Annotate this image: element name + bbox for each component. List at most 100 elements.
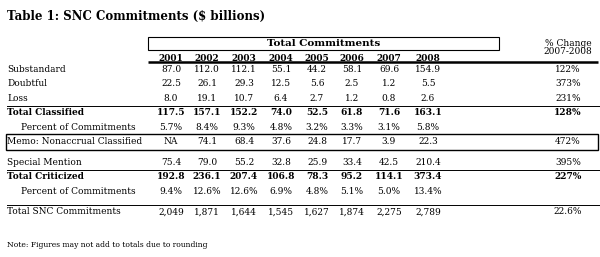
Text: 2005: 2005: [305, 54, 329, 63]
Text: 227%: 227%: [554, 172, 581, 181]
Text: 22.3: 22.3: [418, 137, 438, 146]
Text: 1,545: 1,545: [268, 207, 294, 216]
Text: 114.1: 114.1: [374, 172, 403, 181]
Text: 5.7%: 5.7%: [160, 123, 182, 132]
Text: 112.1: 112.1: [231, 65, 257, 74]
Text: 24.8: 24.8: [307, 137, 327, 146]
Text: 112.0: 112.0: [194, 65, 220, 74]
Text: 3.3%: 3.3%: [341, 123, 364, 132]
Text: 128%: 128%: [554, 108, 582, 117]
Text: 6.9%: 6.9%: [269, 187, 293, 196]
Text: 2,789: 2,789: [415, 207, 441, 216]
Text: 231%: 231%: [555, 94, 581, 103]
Text: 9.4%: 9.4%: [160, 187, 182, 196]
Text: 33.4: 33.4: [342, 158, 362, 167]
Text: 373%: 373%: [555, 79, 581, 88]
Text: 12.6%: 12.6%: [230, 187, 259, 196]
Text: 13.4%: 13.4%: [413, 187, 442, 196]
Text: 207.4: 207.4: [230, 172, 258, 181]
Text: 22.6%: 22.6%: [554, 207, 582, 216]
Text: 4.8%: 4.8%: [305, 187, 329, 196]
Text: 1.2: 1.2: [382, 79, 396, 88]
Text: 1,874: 1,874: [339, 207, 365, 216]
Text: 44.2: 44.2: [307, 65, 327, 74]
Text: 152.2: 152.2: [230, 108, 258, 117]
Text: 2007: 2007: [377, 54, 401, 63]
Text: 29.3: 29.3: [234, 79, 254, 88]
Text: Total Classified: Total Classified: [7, 108, 84, 117]
Text: 42.5: 42.5: [379, 158, 399, 167]
Text: 17.7: 17.7: [342, 137, 362, 146]
Text: 52.5: 52.5: [306, 108, 328, 117]
Text: 78.3: 78.3: [306, 172, 328, 181]
Text: 32.8: 32.8: [271, 158, 291, 167]
Text: 87.0: 87.0: [161, 65, 181, 74]
Text: % Change: % Change: [545, 39, 592, 48]
Text: 79.0: 79.0: [197, 158, 217, 167]
Text: Loss: Loss: [7, 94, 28, 103]
Text: Special Mention: Special Mention: [7, 158, 82, 167]
Text: 25.9: 25.9: [307, 158, 327, 167]
Text: 1,644: 1,644: [231, 207, 257, 216]
Text: 122%: 122%: [555, 65, 581, 74]
Text: Total SNC Commitments: Total SNC Commitments: [7, 207, 121, 216]
Text: 2.5: 2.5: [345, 79, 359, 88]
Text: 8.4%: 8.4%: [196, 123, 218, 132]
Text: 2002: 2002: [194, 54, 220, 63]
Text: 154.9: 154.9: [415, 65, 441, 74]
Text: 1.2: 1.2: [345, 94, 359, 103]
Text: 395%: 395%: [555, 158, 581, 167]
Text: 210.4: 210.4: [415, 158, 441, 167]
Text: Percent of Commitments: Percent of Commitments: [21, 187, 136, 196]
Text: 74.1: 74.1: [197, 137, 217, 146]
Text: 5.5: 5.5: [421, 79, 436, 88]
Text: 2004: 2004: [269, 54, 293, 63]
Text: 69.6: 69.6: [379, 65, 399, 74]
Text: 3.9: 3.9: [382, 137, 396, 146]
Text: 2007-2008: 2007-2008: [544, 47, 592, 56]
Text: 22.5: 22.5: [161, 79, 181, 88]
Text: 157.1: 157.1: [193, 108, 221, 117]
Text: 106.8: 106.8: [267, 172, 295, 181]
Text: 6.4: 6.4: [274, 94, 288, 103]
Text: Total Criticized: Total Criticized: [7, 172, 84, 181]
Text: 3.2%: 3.2%: [305, 123, 328, 132]
Text: NA: NA: [164, 137, 178, 146]
Text: Memo: Nonaccrual Classified: Memo: Nonaccrual Classified: [7, 137, 142, 146]
Text: 2.7: 2.7: [310, 94, 324, 103]
Text: 192.8: 192.8: [157, 172, 185, 181]
Text: 472%: 472%: [555, 137, 581, 146]
Text: 5.1%: 5.1%: [340, 187, 364, 196]
Text: 2001: 2001: [158, 54, 184, 63]
Text: Note: Figures may not add to totals due to rounding: Note: Figures may not add to totals due …: [7, 241, 208, 249]
Text: 5.0%: 5.0%: [377, 187, 401, 196]
Text: 117.5: 117.5: [157, 108, 185, 117]
Text: 2008: 2008: [416, 54, 440, 63]
Text: 373.4: 373.4: [414, 172, 442, 181]
Text: 2.6: 2.6: [421, 94, 435, 103]
Text: 1,871: 1,871: [194, 207, 220, 216]
Text: 2006: 2006: [340, 54, 364, 63]
Text: 26.1: 26.1: [197, 79, 217, 88]
Text: 61.8: 61.8: [341, 108, 363, 117]
Text: 58.1: 58.1: [342, 65, 362, 74]
Text: 75.4: 75.4: [161, 158, 181, 167]
Text: 2,049: 2,049: [158, 207, 184, 216]
Text: 8.0: 8.0: [164, 94, 178, 103]
Text: 2,275: 2,275: [376, 207, 402, 216]
Text: Doubtful: Doubtful: [7, 79, 47, 88]
Text: Table 1: SNC Commitments ($ billions): Table 1: SNC Commitments ($ billions): [7, 10, 265, 23]
Text: 19.1: 19.1: [197, 94, 217, 103]
Text: 55.1: 55.1: [271, 65, 291, 74]
Text: 68.4: 68.4: [234, 137, 254, 146]
Text: 0.8: 0.8: [382, 94, 396, 103]
Text: 12.5: 12.5: [271, 79, 291, 88]
Text: 71.6: 71.6: [378, 108, 400, 117]
Text: Percent of Commitments: Percent of Commitments: [21, 123, 136, 132]
Text: 1,627: 1,627: [304, 207, 330, 216]
Text: 163.1: 163.1: [413, 108, 442, 117]
Text: 2003: 2003: [232, 54, 256, 63]
Text: 5.8%: 5.8%: [416, 123, 440, 132]
Bar: [148, 37, 499, 50]
Text: 236.1: 236.1: [193, 172, 221, 181]
